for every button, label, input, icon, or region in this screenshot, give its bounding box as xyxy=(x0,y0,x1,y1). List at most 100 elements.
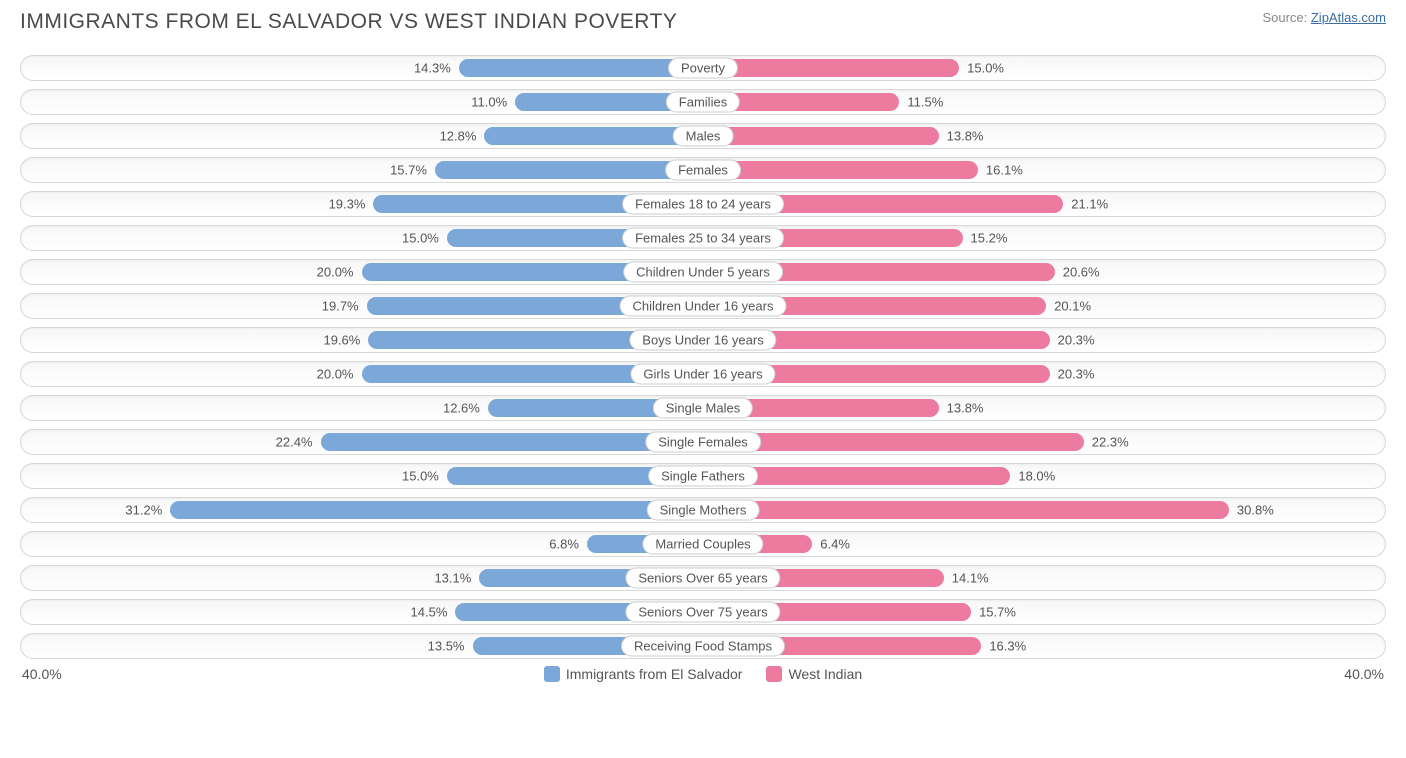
chart-row: 13.1% 14.1% Seniors Over 65 years xyxy=(20,564,1386,592)
category-label: Boys Under 16 years xyxy=(629,330,776,351)
row-right-half: 6.4% xyxy=(703,531,1386,557)
value-left: 13.1% xyxy=(434,571,471,586)
row-left-half: 20.0% xyxy=(20,259,703,285)
bar-left xyxy=(170,501,703,519)
row-track: 13.5%16.3%Receiving Food Stamps xyxy=(20,633,1386,659)
row-right-half: 18.0% xyxy=(703,463,1386,489)
row-left-half: 15.0% xyxy=(20,463,703,489)
row-left-half: 13.1% xyxy=(20,565,703,591)
page-title: IMMIGRANTS FROM EL SALVADOR VS WEST INDI… xyxy=(20,10,677,34)
row-track: 14.3% 15.0% Poverty xyxy=(20,55,1386,81)
category-label: Poverty xyxy=(668,58,738,79)
row-track: 15.7%16.1%Females xyxy=(20,157,1386,183)
row-right-half: 13.8% xyxy=(703,123,1386,149)
chart-row: 19.6% 20.3% Boys Under 16 years xyxy=(20,326,1386,354)
row-track: 13.1% 14.1% Seniors Over 65 years xyxy=(20,565,1386,591)
value-right: 13.8% xyxy=(947,401,984,416)
category-label: Children Under 16 years xyxy=(620,296,787,317)
row-left-half: 19.3% xyxy=(20,191,703,217)
chart-row: 19.7% 20.1% Children Under 16 years xyxy=(20,292,1386,320)
row-right-half: 30.8% xyxy=(703,497,1386,523)
chart-row: 31.2%30.8%Single Mothers xyxy=(20,496,1386,524)
legend-swatch-west-indian xyxy=(766,666,782,682)
category-label: Married Couples xyxy=(642,534,763,555)
axis-max-left: 40.0% xyxy=(22,666,62,682)
row-track: 19.6% 20.3% Boys Under 16 years xyxy=(20,327,1386,353)
row-right-half: 15.2% xyxy=(703,225,1386,251)
legend-item-west-indian: West Indian xyxy=(766,666,862,682)
value-right: 14.1% xyxy=(952,571,989,586)
row-right-half: 16.1% xyxy=(703,157,1386,183)
row-track: 19.7% 20.1% Children Under 16 years xyxy=(20,293,1386,319)
value-right: 6.4% xyxy=(820,537,850,552)
value-left: 19.3% xyxy=(329,197,366,212)
category-label: Children Under 5 years xyxy=(623,262,783,283)
row-right-half: 20.3% xyxy=(703,327,1386,353)
row-track: 22.4%22.3%Single Females xyxy=(20,429,1386,455)
row-left-half: 19.7% xyxy=(20,293,703,319)
legend-label-el-salvador: Immigrants from El Salvador xyxy=(566,666,743,682)
value-right: 21.1% xyxy=(1071,197,1108,212)
bar-left xyxy=(484,127,703,145)
bar-right xyxy=(703,501,1229,519)
row-right-half: 14.1% xyxy=(703,565,1386,591)
row-right-half: 13.8% xyxy=(703,395,1386,421)
row-left-half: 12.8% xyxy=(20,123,703,149)
source-attribution: Source: ZipAtlas.com xyxy=(1262,10,1386,25)
value-left: 20.0% xyxy=(317,367,354,382)
row-track: 20.0%20.3%Girls Under 16 years xyxy=(20,361,1386,387)
bar-right xyxy=(703,127,939,145)
value-right: 20.6% xyxy=(1063,265,1100,280)
row-track: 14.5%15.7%Seniors Over 75 years xyxy=(20,599,1386,625)
chart-row: 14.5%15.7%Seniors Over 75 years xyxy=(20,598,1386,626)
row-left-half: 22.4% xyxy=(20,429,703,455)
value-left: 19.7% xyxy=(322,299,359,314)
chart-row: 15.0%15.2%Females 25 to 34 years xyxy=(20,224,1386,252)
category-label: Males xyxy=(673,126,734,147)
value-right: 18.0% xyxy=(1018,469,1055,484)
chart-row: 14.3% 15.0% Poverty xyxy=(20,54,1386,82)
category-label: Families xyxy=(666,92,740,113)
row-track: 20.0% 20.6% Children Under 5 years xyxy=(20,259,1386,285)
value-right: 30.8% xyxy=(1237,503,1274,518)
axis-max-right: 40.0% xyxy=(1344,666,1384,682)
row-right-half: 22.3% xyxy=(703,429,1386,455)
row-right-half: 20.6% xyxy=(703,259,1386,285)
category-label: Seniors Over 65 years xyxy=(625,568,780,589)
value-right: 15.2% xyxy=(971,231,1008,246)
row-left-half: 11.0% xyxy=(20,89,703,115)
value-right: 15.0% xyxy=(967,61,1004,76)
value-left: 12.6% xyxy=(443,401,480,416)
category-label: Single Females xyxy=(645,432,761,453)
row-left-half: 19.6% xyxy=(20,327,703,353)
chart-row: 12.8%13.8%Males xyxy=(20,122,1386,150)
legend: Immigrants from El Salvador West Indian xyxy=(544,666,862,682)
source-link[interactable]: ZipAtlas.com xyxy=(1311,10,1386,25)
row-right-half: 16.3% xyxy=(703,633,1386,659)
chart-row: 22.4%22.3%Single Females xyxy=(20,428,1386,456)
row-track: 19.3%21.1%Females 18 to 24 years xyxy=(20,191,1386,217)
chart-row: 19.3%21.1%Females 18 to 24 years xyxy=(20,190,1386,218)
value-left: 14.5% xyxy=(411,605,448,620)
legend-label-west-indian: West Indian xyxy=(788,666,862,682)
row-left-half: 14.5% xyxy=(20,599,703,625)
row-track: 12.8%13.8%Males xyxy=(20,123,1386,149)
row-left-half: 31.2% xyxy=(20,497,703,523)
category-label: Receiving Food Stamps xyxy=(621,636,785,657)
header: IMMIGRANTS FROM EL SALVADOR VS WEST INDI… xyxy=(20,10,1386,34)
row-track: 6.8%6.4%Married Couples xyxy=(20,531,1386,557)
row-left-half: 14.3% xyxy=(20,55,703,81)
legend-swatch-el-salvador xyxy=(544,666,560,682)
row-right-half: 15.0% xyxy=(703,55,1386,81)
bar-right xyxy=(703,59,959,77)
value-left: 15.0% xyxy=(402,231,439,246)
row-left-half: 12.6% xyxy=(20,395,703,421)
value-right: 20.3% xyxy=(1058,333,1095,348)
value-right: 20.1% xyxy=(1054,299,1091,314)
chart-row: 20.0%20.3%Girls Under 16 years xyxy=(20,360,1386,388)
category-label: Single Males xyxy=(653,398,753,419)
chart-row: 6.8%6.4%Married Couples xyxy=(20,530,1386,558)
value-left: 15.0% xyxy=(402,469,439,484)
value-right: 11.5% xyxy=(907,95,943,110)
chart-row: 15.7%16.1%Females xyxy=(20,156,1386,184)
